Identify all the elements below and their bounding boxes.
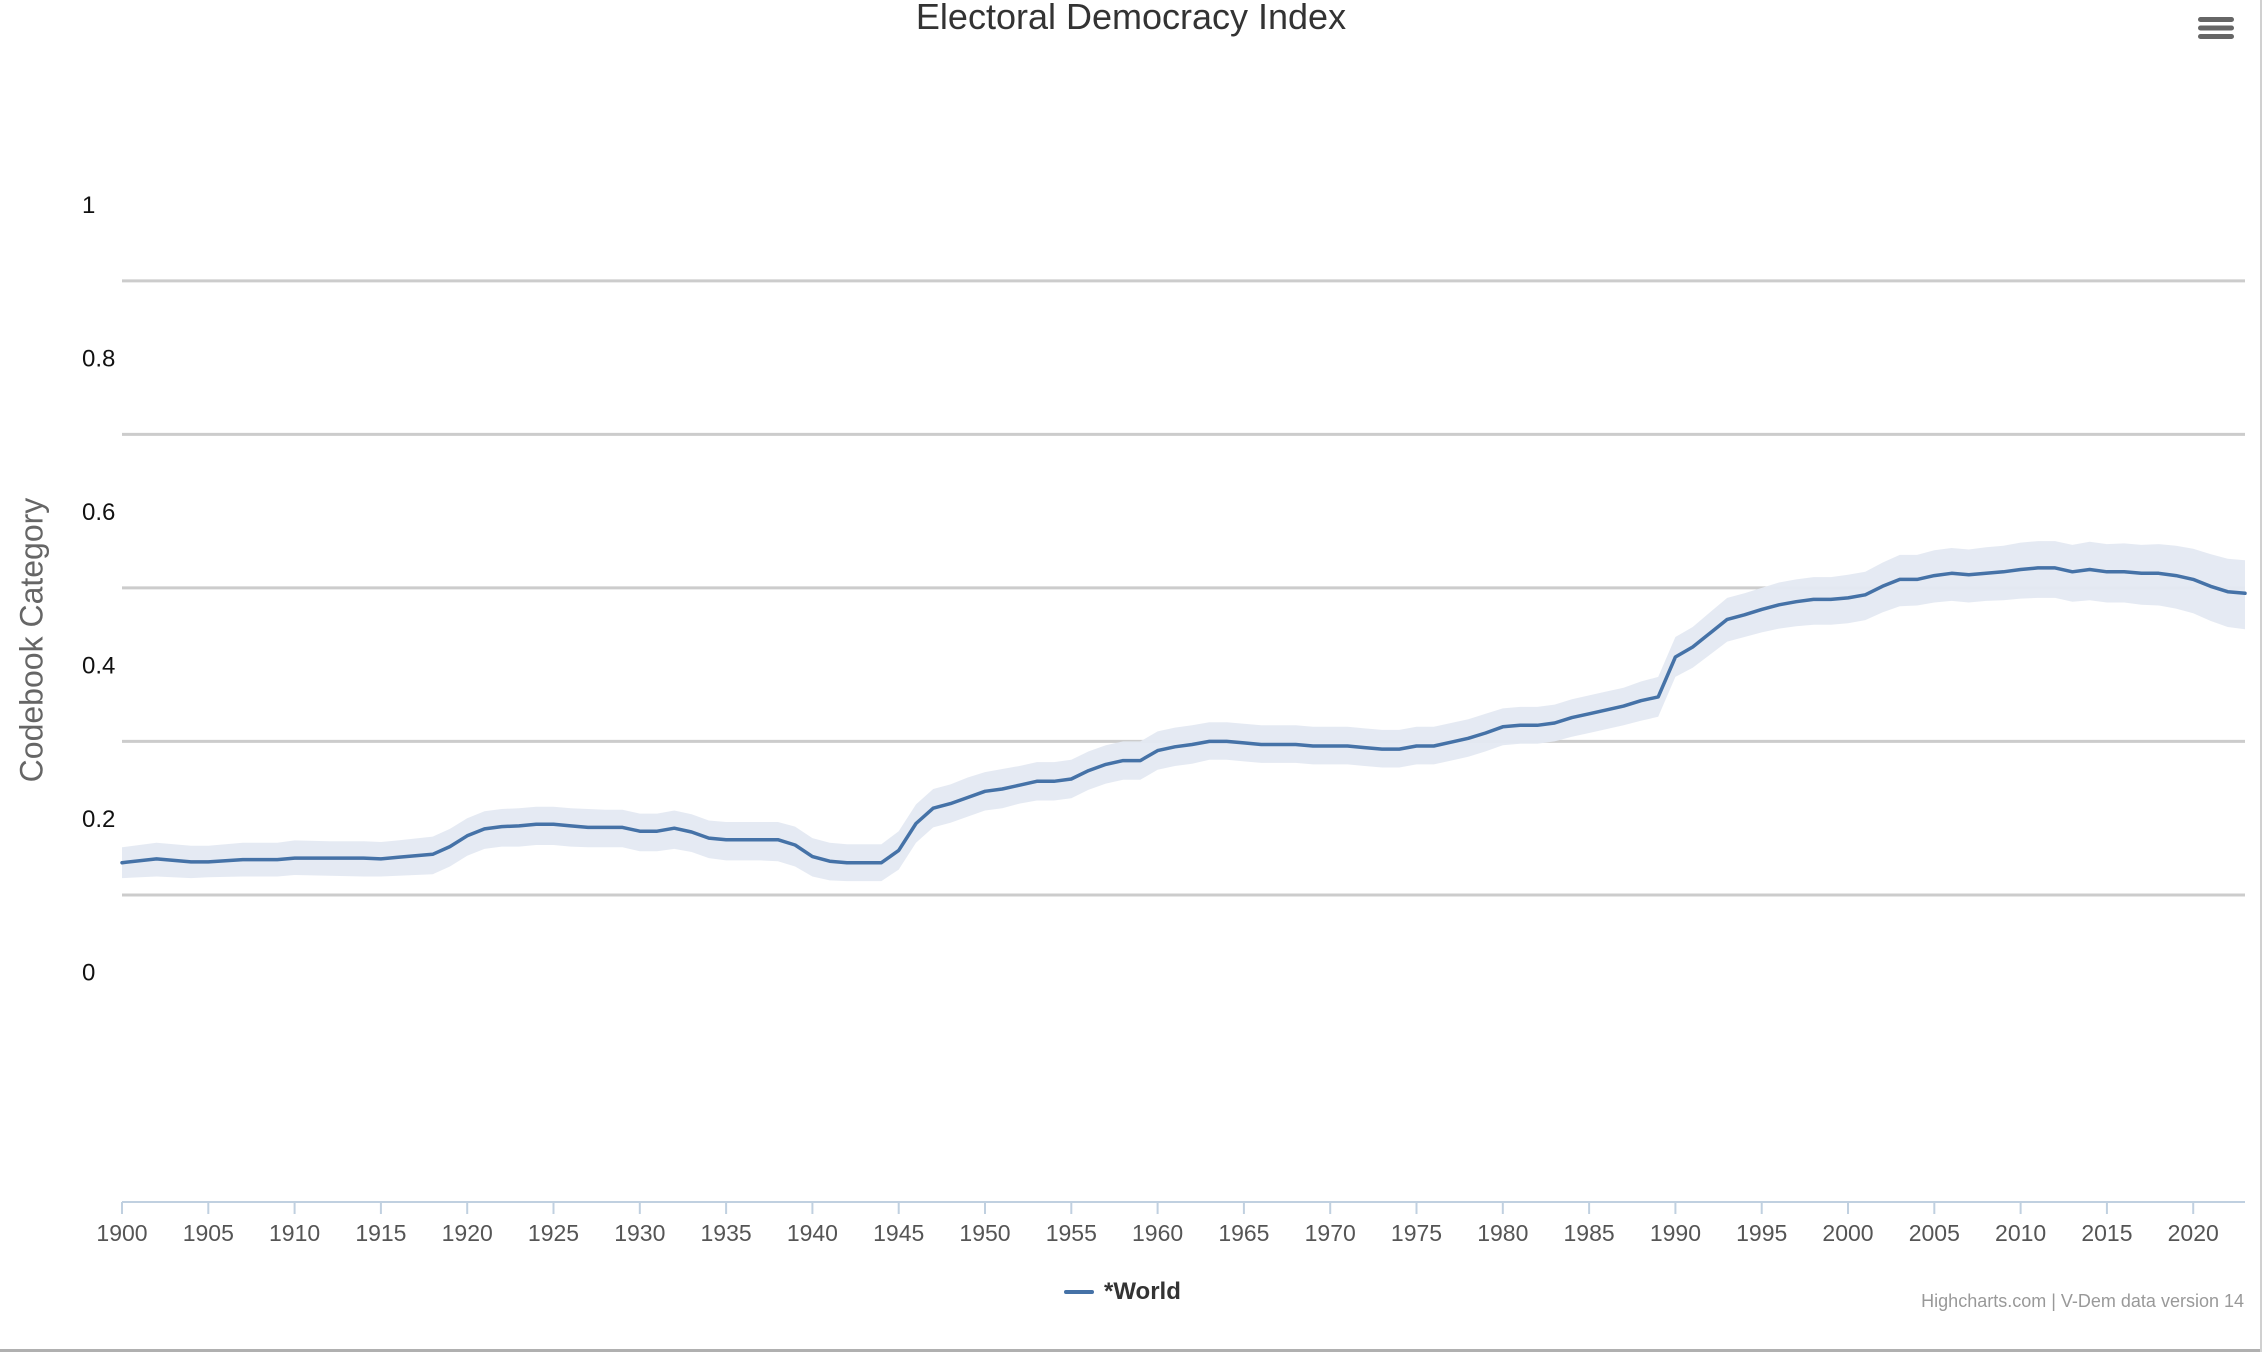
x-tick-label: 2000 — [1822, 1220, 1873, 1246]
frame-right-border — [2260, 0, 2262, 1352]
x-tick-label: 1945 — [873, 1220, 924, 1246]
x-tick-label: 1925 — [528, 1220, 579, 1246]
x-tick-label: 1995 — [1736, 1220, 1787, 1246]
hamburger-menu-icon — [2198, 17, 2234, 39]
y-axis-ticks: 1 0.8 0.6 0.4 0.2 0 — [82, 192, 115, 987]
x-tick-label: 1965 — [1218, 1220, 1269, 1246]
series-line-world — [120, 566, 2247, 865]
legend-label: *World — [1104, 1278, 1181, 1305]
x-tick-label: 2005 — [1909, 1220, 1960, 1246]
confidence-band — [122, 541, 2245, 882]
x-tick-label: 1915 — [355, 1220, 406, 1246]
y-tick-label: 0 — [82, 960, 95, 987]
x-tick-label: 1935 — [701, 1220, 752, 1246]
x-tick-label: 1980 — [1477, 1220, 1528, 1246]
x-tick-label: 1900 — [96, 1220, 147, 1246]
x-tick-label: 1990 — [1650, 1220, 1701, 1246]
x-tick-label: 2010 — [1995, 1220, 2046, 1246]
x-tick-label: 1920 — [442, 1220, 493, 1246]
frame-bottom-border — [0, 1349, 2262, 1352]
series-confidence-band — [122, 541, 2245, 882]
chart-credits[interactable]: Highcharts.com | V-Dem data version 14 — [1921, 1291, 2244, 1311]
y-tick-label: 1 — [82, 192, 95, 219]
x-tick-label: 1975 — [1391, 1220, 1442, 1246]
y-tick-label: 0.8 — [82, 346, 115, 373]
x-tick-label: 1950 — [959, 1220, 1010, 1246]
x-tick-label: 1940 — [787, 1220, 838, 1246]
x-tick-label: 2020 — [2168, 1220, 2219, 1246]
x-tick-label: 1985 — [1564, 1220, 1615, 1246]
x-tick-label: 1905 — [183, 1220, 234, 1246]
x-tick-label: 1910 — [269, 1220, 320, 1246]
y-tick-label: 0.6 — [82, 499, 115, 526]
y-tick-label: 0.4 — [82, 653, 115, 680]
chart-menu-button[interactable] — [2194, 8, 2240, 48]
legend-item-world[interactable]: *World — [1064, 1278, 1181, 1306]
series-lines — [120, 566, 2247, 865]
gridlines — [122, 279, 2245, 897]
y-tick-label: 0.2 — [82, 806, 115, 833]
x-tick-label: 1930 — [614, 1220, 665, 1246]
x-tick-label: 2015 — [2081, 1220, 2132, 1246]
x-tick-label: 1960 — [1132, 1220, 1183, 1246]
x-tick-label: 1955 — [1046, 1220, 1097, 1246]
x-axis: 1900 1905 1910 1915 1920 1925 1930 1935 1940 1945… — [96, 1201, 2245, 1246]
legend-line-symbol — [1064, 1290, 1094, 1294]
x-tick-label: 1970 — [1305, 1220, 1356, 1246]
chart-title: Electoral Democracy Index — [915, 0, 1347, 37]
